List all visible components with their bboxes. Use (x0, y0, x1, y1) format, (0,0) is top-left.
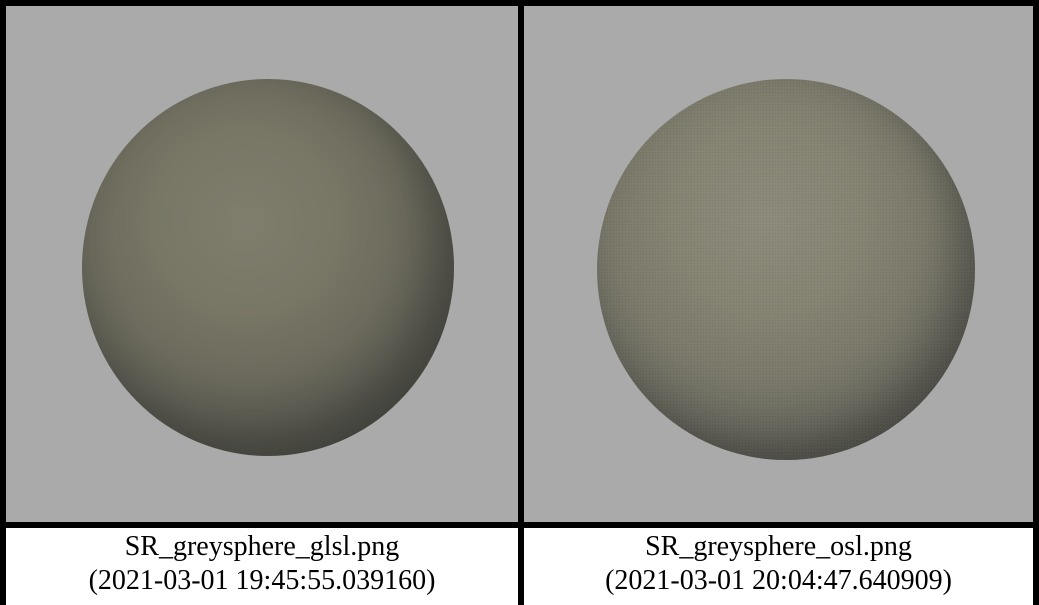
render-image-glsl (6, 6, 518, 522)
frame-image-bottom-border (0, 522, 1039, 528)
frame-center-divider (518, 0, 524, 605)
grey-sphere-glsl (82, 79, 454, 456)
grey-sphere-osl (597, 79, 975, 460)
timestamp-osl: (2021-03-01 20:04:47.640909) (605, 565, 952, 596)
timestamp-glsl: (2021-03-01 19:45:55.039160) (88, 565, 436, 596)
filename-osl: SR_greysphere_osl.png (645, 531, 912, 562)
frame-right-border (1033, 0, 1039, 605)
filename-glsl: SR_greysphere_glsl.png (124, 531, 400, 562)
frame-left-border (0, 0, 6, 605)
caption-glsl: SR_greysphere_glsl.png (2021-03-01 19:45… (6, 528, 518, 605)
render-image-osl (524, 6, 1033, 522)
caption-osl: SR_greysphere_osl.png (2021-03-01 20:04:… (524, 528, 1033, 605)
